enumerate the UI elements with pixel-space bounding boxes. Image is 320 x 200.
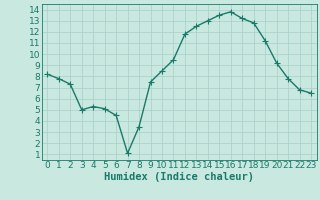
X-axis label: Humidex (Indice chaleur): Humidex (Indice chaleur) <box>104 172 254 182</box>
